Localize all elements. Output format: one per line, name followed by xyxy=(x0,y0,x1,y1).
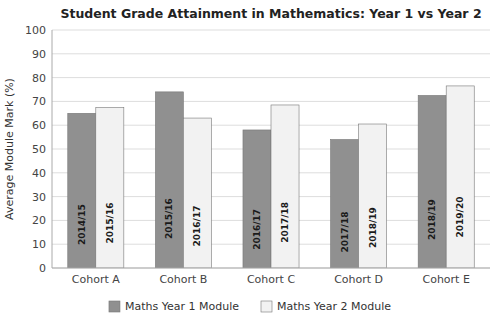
bars xyxy=(68,86,474,268)
y-tick-label: 50 xyxy=(32,143,46,156)
legend-item: Maths Year 1 Module xyxy=(109,300,239,313)
bar-label: 2018/19 xyxy=(368,207,378,248)
y-tick-label: 100 xyxy=(25,24,46,37)
x-tick-label: Cohort D xyxy=(334,273,383,286)
bar-label: 2015/16 xyxy=(105,203,115,244)
grid xyxy=(52,30,490,268)
title: Student Grade Attainment in Mathematics:… xyxy=(60,6,481,21)
y-tick-label: 30 xyxy=(32,191,46,204)
bar-label: 2016/17 xyxy=(192,206,202,247)
grid-line xyxy=(52,53,490,54)
x-tick-label: Cohort E xyxy=(422,273,469,286)
bar xyxy=(418,95,446,268)
bar-label: 2017/18 xyxy=(340,212,350,253)
legend-swatch xyxy=(109,301,120,312)
bar xyxy=(271,105,299,268)
y-tick-label: 60 xyxy=(32,119,46,132)
y-tick-label: 10 xyxy=(32,238,46,251)
legend-label: Maths Year 2 Module xyxy=(277,300,391,313)
legend-label: Maths Year 1 Module xyxy=(125,300,239,313)
y-tick-label: 0 xyxy=(39,262,46,275)
x-tick-label: Cohort A xyxy=(72,273,120,286)
bar xyxy=(331,139,359,268)
bar xyxy=(446,86,474,268)
bar xyxy=(243,130,271,268)
bar-label: 2015/16 xyxy=(164,198,174,239)
legend-swatch xyxy=(261,301,272,312)
legend-item: Maths Year 2 Module xyxy=(261,300,391,313)
bar xyxy=(359,124,387,268)
bar-labels: 2014/15 2015/16 2016/17 2017/18 2018/19 2015/… xyxy=(77,197,465,253)
bar-label: 2019/20 xyxy=(455,197,465,238)
y-tick-label: 70 xyxy=(32,95,46,108)
y-tick-label: 20 xyxy=(32,214,46,227)
legend: Maths Year 1 Module Maths Year 2 Module xyxy=(109,300,391,313)
background xyxy=(0,0,500,322)
x-axis-line xyxy=(52,268,490,269)
bar xyxy=(96,107,124,268)
bar-label: 2016/17 xyxy=(252,209,262,250)
y-tick-label: 40 xyxy=(32,167,46,180)
y-axis-label: Average Module Mark (%) xyxy=(3,78,16,220)
bar-label: 2018/19 xyxy=(427,199,437,240)
grid-line xyxy=(52,30,490,31)
y-axis-line xyxy=(52,30,53,268)
bar-label: 2014/15 xyxy=(77,204,87,245)
bar-label: 2017/18 xyxy=(280,202,290,243)
y-tick-label: 80 xyxy=(32,72,46,85)
x-tick-label: Cohort B xyxy=(159,273,207,286)
bar xyxy=(183,118,211,268)
y-tick-label: 90 xyxy=(32,48,46,61)
grid-line xyxy=(52,77,490,78)
grid-line xyxy=(52,268,490,269)
bar xyxy=(155,92,183,268)
x-tick-label: Cohort C xyxy=(247,273,295,286)
bar xyxy=(68,113,96,268)
